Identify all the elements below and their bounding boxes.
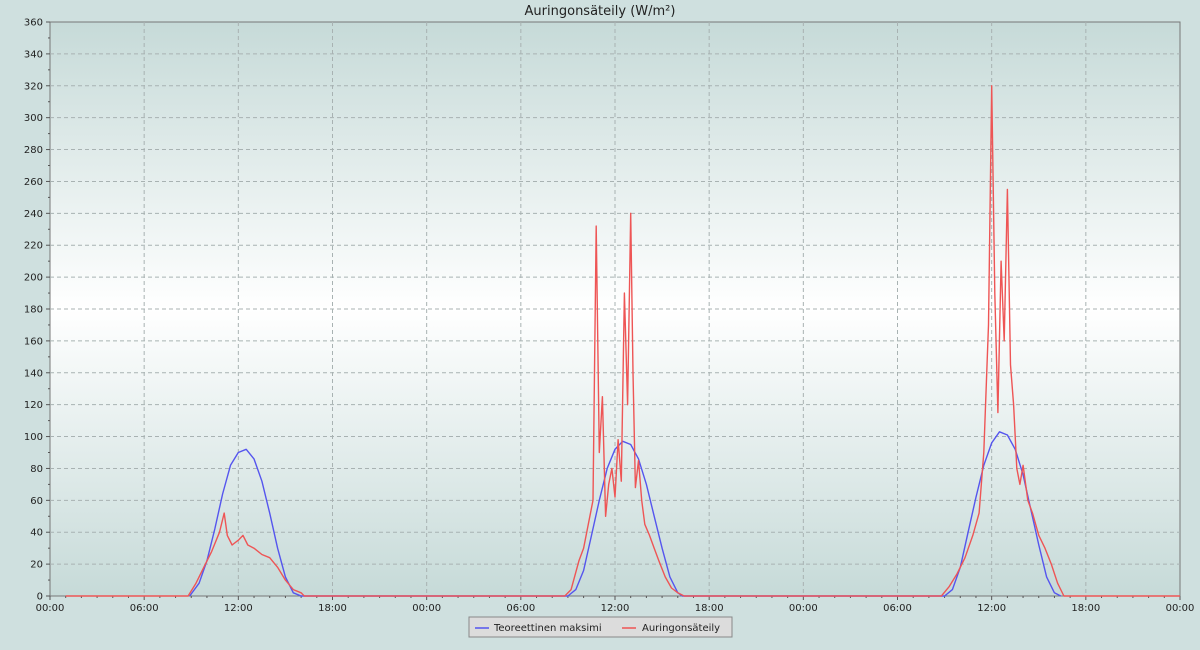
y-tick-label: 300 [24,113,43,124]
y-tick-label: 140 [24,368,43,379]
y-tick-label: 160 [24,336,43,347]
y-tick-label: 0 [37,592,43,603]
x-tick-label: 18:00 [318,603,347,614]
y-tick-label: 340 [24,49,43,60]
x-tick-label: 06:00 [883,603,912,614]
y-tick-label: 220 [24,241,43,252]
x-tick-label: 18:00 [1071,603,1100,614]
x-tick-label: 06:00 [130,603,159,614]
y-tick-label: 260 [24,177,43,188]
y-tick-label: 240 [24,209,43,220]
axes: 0 20 40 60 80 100 120 140 160 180 200 220 240 260 280 3… [24,18,1195,615]
y-tick-label: 360 [24,18,43,29]
legend-box [468,616,733,638]
y-tick-label: 20 [30,560,43,571]
grid [50,22,1180,596]
x-tick-label: 18:00 [695,603,724,614]
y-tick-label: 60 [30,496,43,507]
y-tick-label: 80 [30,464,43,475]
y-tick-label: 120 [24,400,43,411]
y-tick-label: 200 [24,273,43,284]
legend[interactable]: Teoreettinen maksimi Auringonsäteily [468,616,733,638]
x-tick-label: 00:00 [36,603,65,614]
x-tick-label: 00:00 [1166,603,1195,614]
y-tick-label: 180 [24,305,43,316]
series-line-theoretical [189,431,1062,597]
y-tick-label: 100 [24,432,43,443]
series-layer [65,85,1180,597]
chart-title: Auringonsäteily (W/m²) [525,4,676,19]
series-line-measured [65,85,1180,597]
x-tick-label: 12:00 [224,603,253,614]
legend-label-theoretical: Teoreettinen maksimi [493,623,602,634]
y-tick-label: 320 [24,81,43,92]
x-tick-label: 12:00 [977,603,1006,614]
x-tick-label: 00:00 [412,603,441,614]
x-tick-label: 12:00 [601,603,630,614]
y-tick-label: 280 [24,145,43,156]
x-tick-label: 06:00 [506,603,535,614]
x-tick-label: 00:00 [789,603,818,614]
y-tick-label: 40 [30,528,43,539]
legend-label-measured: Auringonsäteily [642,623,720,634]
